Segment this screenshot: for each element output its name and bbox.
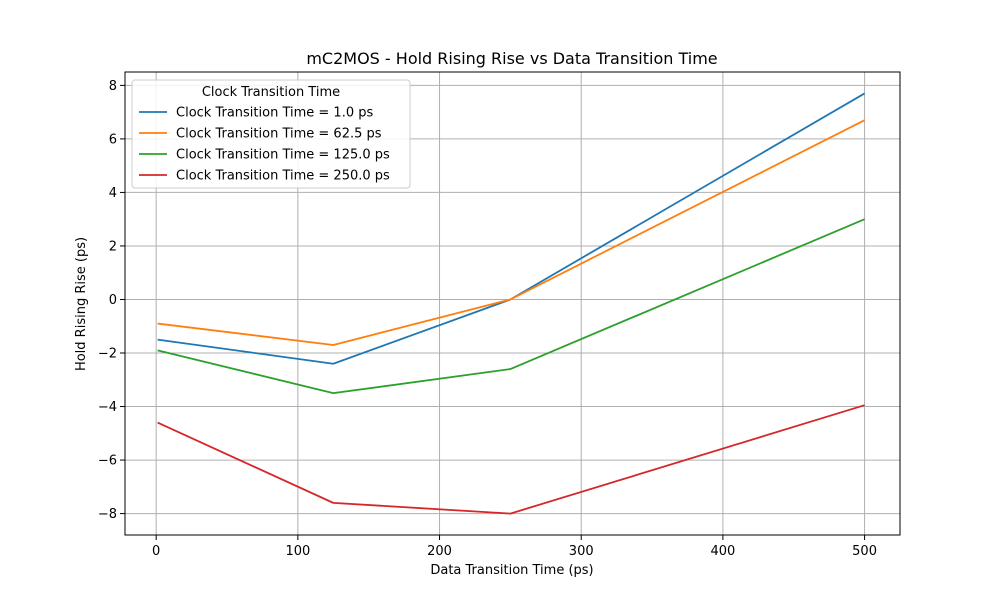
y-tick-label: 6 <box>109 132 117 147</box>
legend-label-4: Clock Transition Time = 250.0 ps <box>176 169 390 184</box>
legend-box <box>131 79 411 189</box>
x-tick-label: 100 <box>285 544 310 559</box>
legend-label-3: Clock Transition Time = 125.0 ps <box>176 148 390 163</box>
series-lines <box>157 92 866 515</box>
legend-label-1: Clock Transition Time = 1.0 ps <box>176 106 373 121</box>
y-tick-label: −2 <box>98 347 117 362</box>
y-tick-label: 8 <box>109 79 117 94</box>
legend: Clock Transition Time Clock Transition T… <box>131 79 411 189</box>
chart-title: mC2MOS - Hold Rising Rise vs Data Transi… <box>306 49 717 68</box>
x-tick-label: 400 <box>710 544 735 559</box>
x-axis-label: Data Transition Time (ps) <box>430 563 593 578</box>
y-axis-ticks: −8 −6 −4 −2 0 2 4 6 8 <box>98 79 125 522</box>
grid-lines <box>125 72 900 535</box>
y-tick-label: −6 <box>98 454 117 469</box>
x-tick-label: 0 <box>152 544 160 559</box>
legend-label-2: Clock Transition Time = 62.5 ps <box>176 127 382 142</box>
series-line-3 <box>157 218 865 395</box>
y-tick-label: −4 <box>98 400 117 415</box>
legend-title: Clock Transition Time <box>202 85 340 100</box>
plot-frame <box>124 71 901 536</box>
series-line-4 <box>157 404 865 515</box>
series-line-1 <box>157 92 866 365</box>
x-tick-label: 500 <box>852 544 877 559</box>
x-axis-ticks: 0 100 200 300 400 500 <box>152 535 877 559</box>
y-tick-label: 4 <box>109 186 117 201</box>
x-tick-label: 300 <box>569 544 594 559</box>
y-tick-label: 2 <box>109 239 117 254</box>
x-tick-label: 200 <box>427 544 452 559</box>
series-line-2 <box>157 119 865 346</box>
y-tick-label: −8 <box>98 507 117 522</box>
y-axis-label: Hold Rising Rise (ps) <box>74 237 89 371</box>
y-tick-label: 0 <box>109 293 117 308</box>
